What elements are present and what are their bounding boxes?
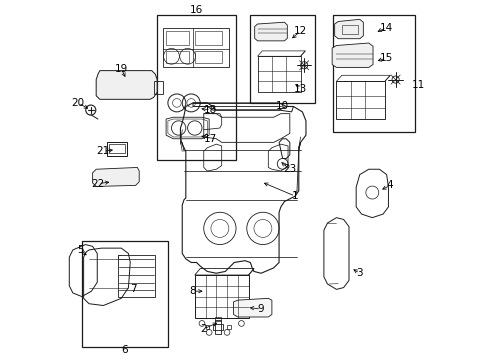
Text: 1: 1 bbox=[292, 191, 298, 201]
Bar bbox=[109, 144, 125, 153]
Bar bbox=[82, 241, 168, 347]
Bar bbox=[342, 25, 358, 34]
Bar bbox=[166, 31, 190, 45]
Bar bbox=[333, 15, 416, 132]
Text: 8: 8 bbox=[190, 286, 196, 296]
Bar bbox=[227, 325, 231, 329]
Text: 3: 3 bbox=[356, 268, 363, 278]
Text: 16: 16 bbox=[190, 5, 203, 15]
Polygon shape bbox=[93, 167, 139, 186]
Bar bbox=[195, 51, 221, 63]
Text: 19: 19 bbox=[115, 64, 128, 74]
Text: 10: 10 bbox=[276, 102, 289, 112]
Text: 6: 6 bbox=[122, 345, 128, 355]
Bar bbox=[215, 317, 221, 320]
Text: 5: 5 bbox=[77, 245, 83, 255]
Text: 20: 20 bbox=[72, 98, 85, 108]
Bar bbox=[250, 15, 315, 103]
Text: 23: 23 bbox=[283, 164, 296, 174]
Bar bbox=[205, 325, 209, 329]
Bar bbox=[213, 324, 223, 330]
Text: 14: 14 bbox=[380, 23, 393, 33]
Polygon shape bbox=[335, 19, 364, 39]
Text: 11: 11 bbox=[412, 80, 425, 90]
Bar bbox=[258, 56, 300, 92]
Text: 4: 4 bbox=[387, 180, 393, 190]
Polygon shape bbox=[255, 22, 287, 41]
Bar bbox=[157, 15, 236, 160]
Text: 7: 7 bbox=[130, 284, 137, 294]
Bar bbox=[118, 255, 155, 297]
Text: 21: 21 bbox=[97, 146, 110, 156]
Polygon shape bbox=[332, 43, 373, 67]
Text: 17: 17 bbox=[204, 134, 218, 144]
Bar bbox=[337, 81, 385, 119]
Bar bbox=[153, 81, 163, 94]
Text: 22: 22 bbox=[91, 179, 104, 189]
Bar bbox=[163, 28, 229, 67]
Text: 18: 18 bbox=[204, 105, 218, 115]
Polygon shape bbox=[234, 298, 272, 317]
Bar bbox=[195, 31, 221, 45]
Bar bbox=[107, 142, 126, 156]
Bar bbox=[215, 320, 221, 334]
Bar bbox=[195, 275, 248, 318]
Text: 13: 13 bbox=[294, 84, 307, 94]
Text: 2: 2 bbox=[200, 324, 207, 334]
Polygon shape bbox=[96, 71, 157, 99]
Text: 12: 12 bbox=[294, 26, 307, 36]
Bar bbox=[166, 51, 190, 63]
Text: 9: 9 bbox=[258, 304, 265, 314]
Text: 15: 15 bbox=[380, 53, 393, 63]
